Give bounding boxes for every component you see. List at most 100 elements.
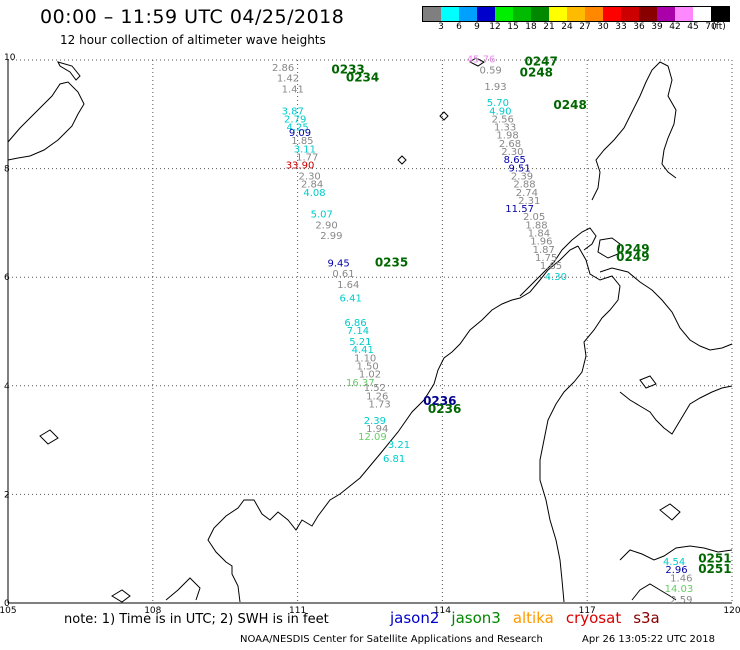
wave-height-value: 1.84	[528, 228, 550, 239]
legend-swatch	[513, 7, 531, 21]
legend-label: 36	[633, 22, 645, 32]
legend-swatch	[495, 7, 513, 21]
wave-height-value: 1.98	[496, 131, 518, 142]
wave-height-value: 1.85	[291, 136, 313, 147]
satellite-legend-cryosat: cryosat	[565, 609, 622, 627]
legend-swatch	[441, 7, 459, 21]
legend-label: 24	[561, 22, 573, 32]
wave-height-value: 2.90	[315, 220, 337, 231]
wave-height-value: 1.93	[484, 82, 506, 93]
satellite-legend-s3a: s3a	[633, 609, 660, 627]
island-natuna	[111, 589, 131, 603]
wave-height-value: 3.87	[282, 106, 304, 117]
wave-height-value: 11.57	[505, 204, 534, 215]
legend-label: 33	[615, 22, 627, 32]
latitude-tick-label: 8	[4, 165, 10, 175]
wave-height-value: 2.39	[511, 171, 533, 182]
pass-time-label: 0236	[428, 402, 461, 416]
legend-label: 45	[687, 22, 699, 32]
wave-height-value: 2.31	[518, 196, 540, 207]
island-reef-1	[439, 111, 449, 121]
wave-height-value: 2.30	[299, 171, 321, 182]
color-scale-legend	[422, 6, 730, 22]
wave-height-value: 2.59	[670, 595, 692, 606]
satellite-legend-altika: altika	[512, 609, 554, 627]
axis-tick-labels: 105 108 111 114 117 120 0 2 4 6 8 10	[0, 53, 740, 616]
wave-height-value: 1.46	[670, 573, 692, 584]
legend-swatch	[639, 7, 657, 21]
coast-mindanao-west	[597, 237, 621, 259]
legend-swatch	[693, 7, 711, 21]
wave-height-value: 45.76	[467, 55, 496, 66]
legend-label: 6	[456, 22, 462, 32]
legend-label: 15	[507, 22, 519, 32]
wave-height-value: 1.10	[354, 353, 376, 364]
coast-mindanao	[599, 267, 733, 351]
longitude-tick-label: 108	[144, 606, 161, 616]
wave-height-value: 5.21	[349, 337, 371, 348]
wave-height-value: 16.37	[346, 378, 375, 389]
legend-swatch	[459, 7, 477, 21]
wave-height-value: 2.84	[301, 180, 323, 191]
legend-swatch	[603, 7, 621, 21]
wave-height-value: 2.96	[665, 565, 687, 576]
wave-height-value: 12.09	[358, 432, 387, 443]
wave-height-value: 5.07	[311, 209, 333, 220]
wave-height-value: 7.14	[347, 326, 369, 337]
wave-height-value: 4.54	[663, 557, 685, 568]
legend-label: 70	[705, 22, 717, 32]
wave-height-value: 3.11	[294, 144, 316, 155]
coast-borneo	[207, 245, 579, 603]
wave-height-value: 2.05	[523, 212, 545, 223]
wave-height-value: 1.88	[525, 220, 547, 231]
footer-note: note: 1) Time is in UTC; 2) SWH is in fe…	[64, 612, 329, 627]
coast-sulawesi	[619, 545, 733, 561]
pass-time-label: 0249	[616, 250, 649, 264]
satellite-legend-jason2: jason2	[390, 609, 440, 627]
coast-mindoro	[591, 61, 677, 201]
wave-height-value: 2.79	[284, 114, 306, 125]
legend-swatch	[549, 7, 567, 21]
latitude-tick-label: 10	[4, 53, 16, 63]
wave-height-value: 1.02	[359, 370, 381, 381]
wave-height-value: 9.45	[327, 258, 349, 269]
legend-label: 21	[543, 22, 555, 32]
pass-time-label: 0247	[524, 54, 557, 68]
legend-swatch	[531, 7, 549, 21]
wave-height-value: 2.74	[516, 188, 538, 199]
wave-height-value: 4.25	[286, 123, 308, 134]
wave-height-value: 1.52	[364, 383, 386, 394]
wave-height-value: 1.75	[535, 253, 557, 264]
longitude-tick-label: 120	[723, 606, 740, 616]
wave-height-value: 6.41	[340, 294, 362, 305]
legend-swatch	[711, 7, 729, 21]
legend-label: 3	[438, 22, 444, 32]
coast-sulawesi-south	[631, 583, 677, 601]
map-subtitle: 12 hour collection of altimeter wave hei…	[60, 33, 326, 47]
wave-height-value: 14.03	[665, 584, 694, 595]
pass-time-label: 0236	[423, 394, 456, 408]
latitude-tick-label: 4	[4, 382, 10, 392]
wave-height-value: 2.39	[364, 416, 386, 427]
wave-height-value: 2.99	[320, 231, 342, 242]
wave-height-value: 1.87	[533, 245, 555, 256]
pass-time-label: 0248	[520, 65, 553, 79]
wave-height-value: 1.50	[356, 362, 378, 373]
legend-swatch	[675, 7, 693, 21]
wave-height-value: 0.61	[332, 269, 354, 280]
wave-height-value: 3.21	[388, 440, 410, 451]
pass-time-label: 0234	[346, 71, 379, 85]
latitude-tick-label: 2	[4, 490, 10, 500]
coast-vietnam-cape	[57, 61, 81, 81]
coast-borneo-east	[539, 245, 621, 603]
wave-height-value: 2.30	[501, 147, 523, 158]
legend-swatch	[585, 7, 603, 21]
coast-palawan	[519, 227, 597, 297]
wave-height-value: 4.41	[352, 345, 374, 356]
pass-time-label: 0235	[375, 255, 408, 269]
latitude-tick-label: 0	[4, 599, 10, 609]
pass-time-label: 0233	[331, 63, 364, 77]
pass-time-label: 0249	[616, 242, 649, 256]
wave-height-value: 1.73	[369, 400, 391, 411]
